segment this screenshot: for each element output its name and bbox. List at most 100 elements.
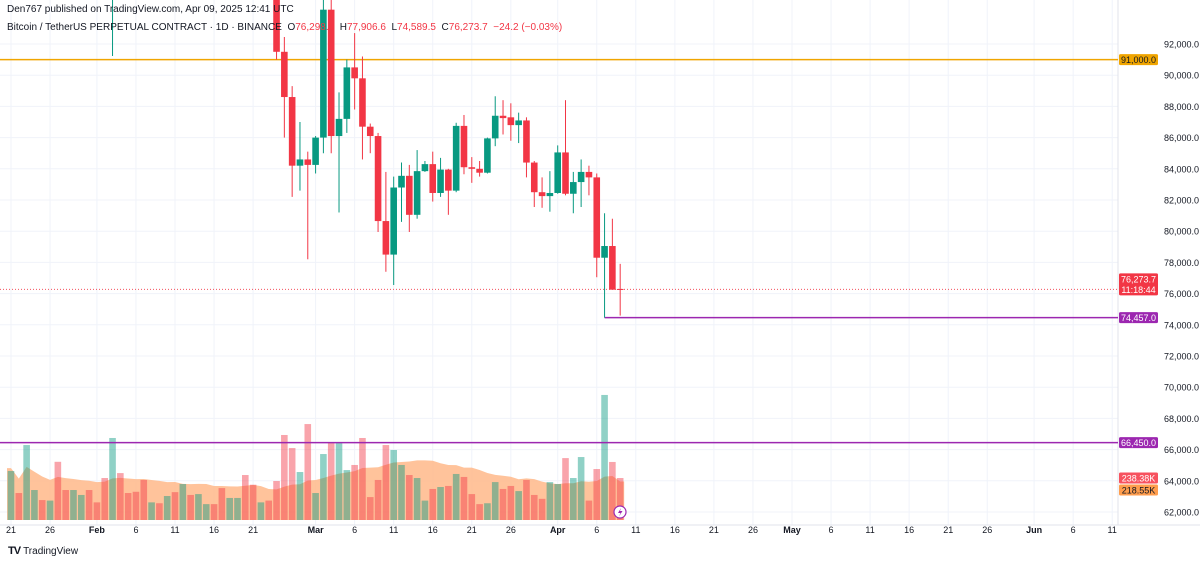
volume-bar: [577, 457, 585, 520]
volume-bar: [210, 504, 218, 520]
volume-badge: 238.38K: [1119, 472, 1158, 484]
tradingview-footer[interactable]: TV TradingView: [8, 545, 78, 557]
candle-body: [460, 125, 468, 168]
candle-body: [570, 182, 577, 194]
candle: [421, 161, 429, 172]
candle-body: [421, 164, 429, 172]
high-value: 77,906.6: [346, 22, 386, 33]
time-tick-label: 16: [209, 525, 219, 535]
time-tick-label: 16: [428, 525, 438, 535]
low-label: L: [391, 22, 398, 33]
candle-body: [413, 171, 421, 215]
candle-body: [390, 187, 397, 255]
candle: [398, 162, 405, 222]
price-badge-74457-text: 74,457.0: [1121, 313, 1156, 323]
candle: [499, 100, 507, 135]
high-label: H: [339, 22, 347, 33]
volume-ma-badge-text: 218.55K: [1122, 485, 1156, 495]
volume-bar: [38, 500, 46, 520]
price-chart[interactable]: 92,000.0 90,000.0 88,000.0 86,000.0 84,000.0…: [0, 0, 1200, 540]
volume-bar: [390, 449, 397, 520]
candle: [273, 0, 280, 60]
candle: [320, 0, 327, 154]
volume-bar: [616, 478, 624, 520]
open-label: O: [287, 22, 296, 33]
candle-body: [491, 115, 499, 139]
close-value: 76,273.7: [448, 22, 488, 33]
price-badge-74457-bg: [1119, 312, 1158, 324]
volume-ma-badge-bg: [1119, 484, 1158, 496]
candle: [413, 150, 421, 219]
candle: [546, 171, 554, 212]
volume-bar: [109, 437, 116, 520]
volume-bar: [249, 484, 257, 520]
price-tick-label: 74,000.0: [1164, 320, 1199, 330]
candle-body: [312, 137, 319, 165]
candle-body: [281, 51, 288, 98]
lightning-icon: [613, 505, 627, 519]
volume-bar: [413, 478, 421, 520]
candle-body: [562, 152, 569, 194]
candle-body: [523, 120, 530, 163]
candle: [601, 213, 608, 318]
volume-bar: [273, 481, 280, 520]
volume-bar: [562, 458, 569, 520]
volume-bar: [281, 434, 288, 520]
candle-body: [593, 177, 601, 258]
candle: [296, 122, 304, 191]
volume-bar: [296, 472, 304, 520]
candle: [445, 168, 452, 215]
volume-bar: [132, 491, 140, 520]
volume-bar: [62, 490, 69, 520]
volume-badge-text: 238.38K: [1122, 473, 1156, 483]
candle: [577, 159, 585, 208]
symbol-title[interactable]: Bitcoin / TetherUS PERPETUAL CONTRACT · …: [7, 22, 282, 33]
time-tick-label: 11: [865, 525, 874, 535]
time-tick-label: 21: [467, 525, 477, 535]
volume-bar: [429, 488, 437, 520]
volume-badge-bg: [1119, 472, 1158, 484]
time-tick-label: 21: [943, 525, 953, 535]
candle: [327, 0, 335, 154]
candle-body: [288, 97, 296, 166]
volume-bar: [538, 498, 546, 520]
time-tick-label: 26: [982, 525, 992, 535]
volume-bar: [398, 464, 405, 520]
price-badge-66450-text: 66,450.0: [1121, 438, 1156, 448]
time-tick-label: 16: [670, 525, 680, 535]
price-tick-label: 84,000.0: [1164, 164, 1199, 174]
candle: [476, 161, 483, 177]
candle-body: [452, 125, 460, 191]
price-tick-label: 66,000.0: [1164, 445, 1199, 455]
volume-bar: [218, 488, 226, 520]
candle-body: [406, 175, 413, 215]
volume-bar: [320, 454, 327, 520]
volume-bar: [156, 503, 163, 520]
volume-bar: [351, 464, 358, 520]
candle: [359, 56, 366, 160]
volume-bar: [117, 473, 124, 520]
price-badge-66450: 66,450.0: [1119, 437, 1158, 449]
volume-bar: [437, 487, 444, 520]
price-badge-91000: 91,000.0: [1119, 54, 1158, 66]
volume-bar: [15, 493, 23, 520]
volume-bar: [366, 497, 374, 520]
candle-body: [499, 115, 507, 119]
candle-body: [320, 9, 327, 138]
candle: [374, 132, 382, 232]
volume-bar: [530, 494, 538, 520]
volume-bar: [507, 485, 515, 520]
volume-bar: [163, 496, 171, 520]
time-tick-label: Mar: [308, 525, 325, 535]
volume-bar: [7, 470, 15, 520]
last-price-badge-text: 76,273.7: [1121, 274, 1156, 284]
price-tick-label: 92,000.0: [1164, 40, 1199, 50]
time-tick-label: 6: [133, 525, 138, 535]
price-badge-91000-bg: [1119, 54, 1158, 66]
candle-body: [484, 138, 491, 173]
volume-bar: [468, 494, 476, 520]
candle: [304, 151, 312, 260]
price-tick-label: 76,000.0: [1164, 289, 1199, 299]
candle: [406, 164, 413, 232]
price-tick-label: 72,000.0: [1164, 352, 1199, 362]
